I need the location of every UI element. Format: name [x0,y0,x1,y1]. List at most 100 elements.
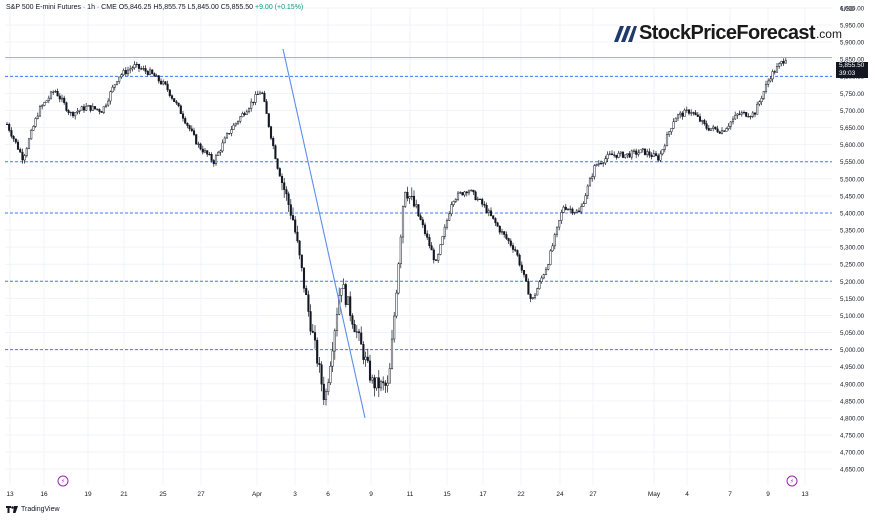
candle-body [375,377,378,389]
candle-body [208,153,211,156]
candle-body [459,192,462,194]
candle-body [320,364,323,385]
price-tick-label: 4,800.00 [840,415,865,422]
candle-body [626,153,629,156]
candle-body [705,123,708,129]
candle-body [335,314,339,331]
candle-body [294,219,297,233]
candle-body [192,130,196,135]
ohlc-legend: S&P 500 E-mini Futures · 1h · CME O5,846… [6,4,303,11]
candle-body [437,254,440,261]
candle-body [685,109,688,111]
candle-body [492,215,495,219]
candle-body [384,382,387,386]
candle-body [742,112,746,114]
candle-body [206,150,209,155]
candle-body [256,93,259,96]
candle-body [417,204,420,217]
candle-body [186,122,189,126]
candle-body [503,231,506,235]
candle-body [124,70,127,75]
candle-body [247,108,251,113]
candle-body [217,152,220,156]
candle-body [577,210,581,213]
candle-body [190,128,193,131]
candle-body [538,281,541,289]
time-tick-label: 27 [197,491,205,498]
candle-body [448,213,451,221]
candle-body [509,240,512,246]
candle-body [274,145,277,160]
candle-body [252,101,255,103]
candle-body [137,63,141,69]
time-tick-label: 13 [801,491,809,498]
candles[interactable] [5,58,787,406]
candle-body [694,112,697,116]
candle-body [434,259,438,261]
candle-body [720,130,724,134]
candle-body [456,192,460,200]
candle-body [265,101,268,114]
candle-body [663,145,666,150]
candle-body [632,150,636,152]
candle-body [778,63,781,67]
high-value: H5,855.75 [153,4,186,11]
candle-body [542,274,545,279]
candle-body [764,84,768,92]
candle-body [21,151,24,161]
candle-body [419,215,422,220]
time-tick-label: 19 [84,491,92,498]
candle-body [681,112,684,117]
trend-line[interactable] [282,48,366,419]
candle-body [452,201,455,205]
candle-body [212,160,215,165]
candle-body [307,294,310,312]
candle-body [470,189,473,192]
candle-body [278,168,281,177]
candle-body [221,142,224,152]
candle-body [406,191,409,199]
candle-body [113,84,116,88]
candle-body [126,69,130,75]
candle-body [478,198,482,200]
candle-body [309,311,312,332]
candle-body [522,270,526,275]
event-marker-icon [57,475,69,487]
price-tick-label: 5,850.00 [840,57,865,64]
candle-body [650,154,653,157]
time-axis[interactable]: 13 16 19 21 25 27 Apr 3 6 9 11 15 17 22 24 27 May 4 7 9 13 ⚡ ⚡ [6,475,809,498]
candle-body [723,130,726,132]
logo-text: StockPriceForecast [639,22,816,44]
candle-body [758,101,761,105]
price-tick-label: 5,650.00 [840,125,865,132]
candle-body [404,191,407,207]
candle-body [738,113,741,115]
tradingview-brand[interactable]: TradingView [6,506,60,513]
candle-body [494,218,497,224]
candle-body [441,236,444,245]
candle-body [518,254,521,266]
candle-body [104,104,108,107]
candle-body [731,118,735,123]
candle-body [195,134,198,145]
candle-body [637,152,640,155]
candle-body [745,112,748,117]
time-tick-label: 4 [685,491,689,498]
candle-body [98,109,101,112]
candle-body [560,212,563,221]
candle-body [263,92,266,102]
candle-body [318,363,321,365]
candle-body [133,64,136,68]
price-tick-label: 5,200.00 [840,279,865,286]
candle-body [168,89,171,96]
candle-body [672,121,675,129]
candle-body [27,138,31,149]
candle-body [659,153,662,161]
candle-body [536,288,539,296]
candle-body [553,234,556,247]
candle-body [199,143,202,150]
candle-body [234,122,237,126]
candle-body [285,189,288,195]
